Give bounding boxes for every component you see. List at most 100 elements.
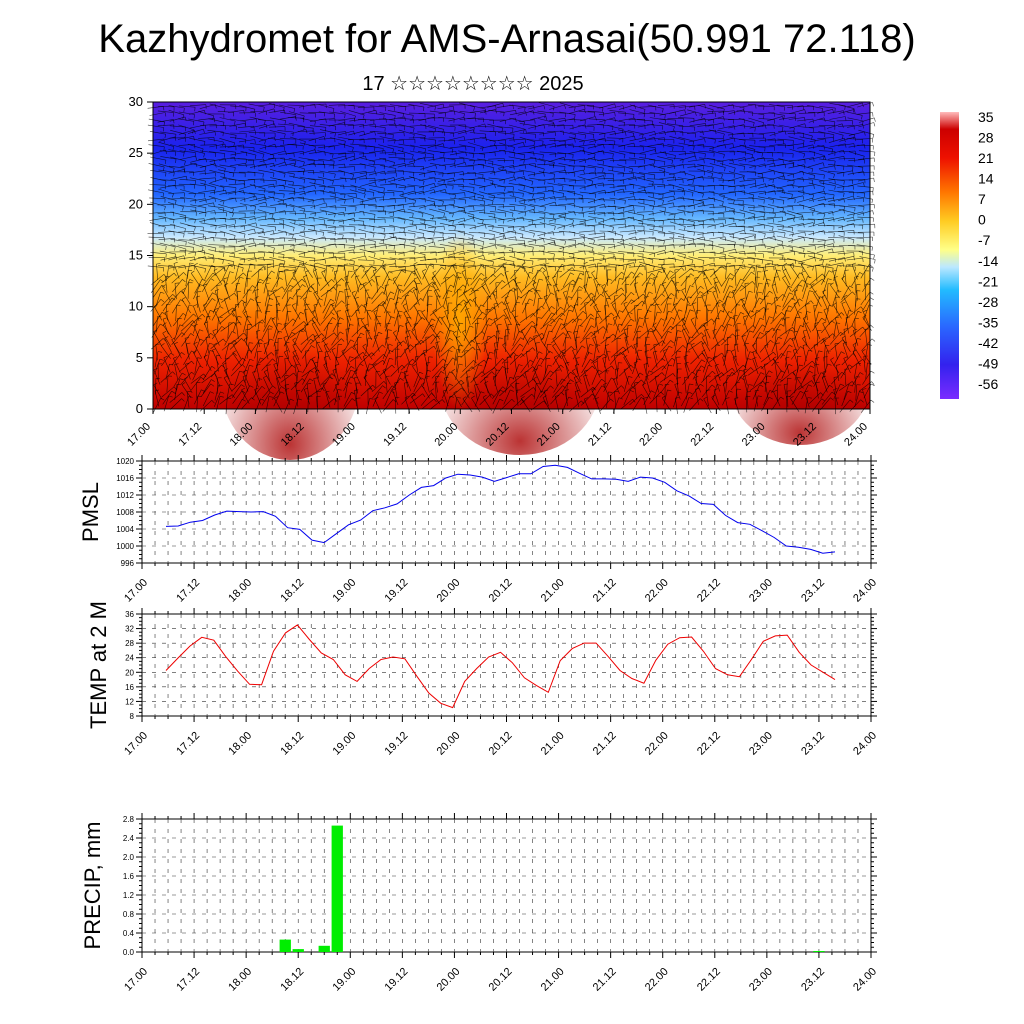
wind-barb-feather — [732, 104, 735, 109]
wind-barb — [477, 196, 494, 201]
wind-barb — [489, 130, 506, 132]
wind-barb — [847, 197, 864, 200]
wind-barb — [340, 111, 356, 117]
wind-barb-feather — [262, 173, 264, 178]
wind-barb — [596, 124, 614, 127]
wind-barb — [250, 201, 266, 207]
wind-barb-feather — [654, 159, 656, 164]
wind-barb — [268, 109, 285, 113]
wind-barb — [437, 204, 454, 207]
wind-barbs — [147, 102, 876, 415]
wind-barb-feather — [484, 123, 487, 128]
wind-barb — [318, 118, 335, 120]
wind-barb — [659, 210, 676, 215]
wind-barb — [299, 210, 316, 213]
wind-barb — [677, 188, 694, 193]
wind-barb — [548, 156, 564, 163]
wind-barb-feather — [732, 158, 734, 163]
wind-barb-feather — [205, 158, 207, 163]
wind-barb — [508, 151, 525, 156]
wind-barb-feather — [335, 205, 337, 210]
wind-barb — [288, 111, 305, 117]
wind-barb-feather — [383, 114, 385, 119]
wind-barb — [327, 219, 344, 221]
wind-barb — [707, 158, 724, 162]
wind-barb — [157, 119, 174, 123]
wind-barb — [758, 204, 774, 209]
wind-barb — [387, 144, 404, 149]
wind-barb — [257, 183, 274, 188]
wind-barb-feather — [523, 154, 526, 159]
wind-barb — [617, 216, 634, 220]
wind-barb-feather — [444, 112, 446, 117]
wind-barb-feather — [864, 131, 866, 136]
wind-barb — [488, 215, 505, 220]
wind-barb — [268, 192, 285, 195]
wind-barb — [378, 118, 396, 121]
wind-barb — [627, 216, 644, 223]
heat-warm-column — [432, 230, 488, 410]
wind-barb — [479, 218, 496, 220]
wind-barb — [828, 198, 844, 202]
wind-barb — [787, 195, 804, 200]
wind-barb — [818, 192, 835, 196]
wind-barb — [748, 197, 765, 200]
wind-barb-feather — [442, 129, 444, 134]
wind-barb — [269, 117, 286, 121]
wind-barb-feather — [792, 184, 794, 189]
wind-barb — [218, 208, 234, 214]
wind-barb — [788, 136, 805, 141]
wind-barb-feather — [624, 200, 626, 205]
wind-barb — [340, 193, 357, 195]
wind-barb — [618, 117, 635, 122]
wind-barb — [467, 117, 484, 119]
wind-barb-feather — [505, 169, 507, 174]
wind-barb — [729, 210, 745, 214]
wind-barb — [170, 211, 186, 216]
wind-barb — [819, 106, 836, 109]
wind-barb — [838, 157, 855, 160]
wind-barb — [657, 143, 674, 148]
wind-barb-feather — [824, 196, 826, 201]
wind-barb — [227, 144, 244, 148]
wind-barb-feather — [702, 130, 704, 135]
wind-barb-feather — [704, 118, 707, 123]
wind-barb — [208, 195, 225, 202]
wind-barb-feather — [845, 116, 847, 121]
wind-barb — [318, 104, 335, 109]
wind-barb — [536, 186, 554, 188]
wind-barb-feather — [834, 179, 836, 184]
wind-barb — [429, 163, 446, 167]
wind-barb — [240, 150, 257, 156]
wind-barb — [697, 124, 714, 127]
wind-barb-feather — [404, 186, 406, 191]
wind-barb-feather — [843, 156, 845, 161]
wind-barb — [198, 137, 215, 139]
wind-barb — [388, 208, 405, 214]
wind-barb — [209, 169, 225, 175]
wind-barb-feather — [574, 138, 576, 143]
wind-barb-feather — [174, 200, 177, 205]
wind-barb — [219, 164, 236, 168]
wind-barb-feather — [672, 147, 674, 152]
wind-barb — [448, 217, 465, 222]
wind-barb — [547, 182, 564, 187]
wind-barb — [817, 217, 834, 220]
wind-barb-feather — [473, 217, 475, 222]
wind-barb-feather — [713, 218, 715, 223]
wind-barb-feather — [364, 189, 366, 194]
wind-barb-feather — [573, 166, 575, 171]
wind-barb — [689, 123, 706, 127]
wind-barb-feather — [194, 193, 196, 198]
wind-barb — [188, 218, 205, 221]
wind-barb — [629, 183, 646, 188]
wind-barb-feather — [545, 115, 547, 120]
wind-barb — [577, 176, 593, 182]
wind-barb-feather — [465, 199, 467, 204]
wind-barb — [617, 184, 634, 187]
wind-barb-feather — [713, 204, 715, 209]
wind-barb — [669, 105, 686, 108]
wind-barb-feather — [265, 202, 268, 207]
wind-barb — [220, 125, 237, 127]
wind-barb-feather — [662, 200, 664, 205]
